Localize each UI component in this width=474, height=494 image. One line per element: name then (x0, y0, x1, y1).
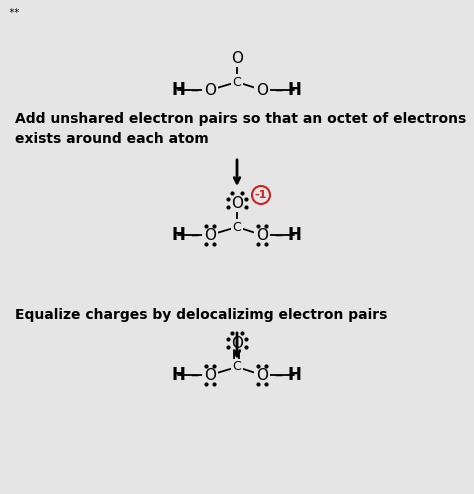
Text: C: C (233, 361, 241, 373)
Text: –: – (190, 366, 198, 384)
Text: –: – (274, 366, 282, 384)
Text: O: O (231, 50, 243, 66)
Text: H: H (171, 226, 185, 244)
Text: O: O (256, 228, 268, 243)
Text: O: O (204, 228, 216, 243)
Text: -1: -1 (255, 190, 267, 200)
Text: O: O (204, 82, 216, 97)
Text: H: H (171, 366, 185, 384)
Text: C: C (233, 220, 241, 234)
Text: –: – (274, 226, 282, 244)
Text: Add unshared electron pairs so that an octet of electrons
exists around each ato: Add unshared electron pairs so that an o… (15, 112, 466, 146)
Text: C: C (233, 76, 241, 88)
Text: H: H (287, 226, 301, 244)
Text: H: H (287, 366, 301, 384)
Text: O: O (204, 368, 216, 382)
Text: **: ** (8, 8, 20, 18)
Text: O: O (231, 196, 243, 210)
Text: –: – (190, 226, 198, 244)
Text: O: O (256, 82, 268, 97)
Text: –: – (274, 81, 282, 99)
Text: O: O (256, 368, 268, 382)
Text: H: H (171, 81, 185, 99)
Text: Equalize charges by delocalizimg electron pairs: Equalize charges by delocalizimg electro… (15, 308, 387, 322)
Text: –: – (190, 81, 198, 99)
Text: H: H (287, 81, 301, 99)
Text: O: O (231, 335, 243, 351)
